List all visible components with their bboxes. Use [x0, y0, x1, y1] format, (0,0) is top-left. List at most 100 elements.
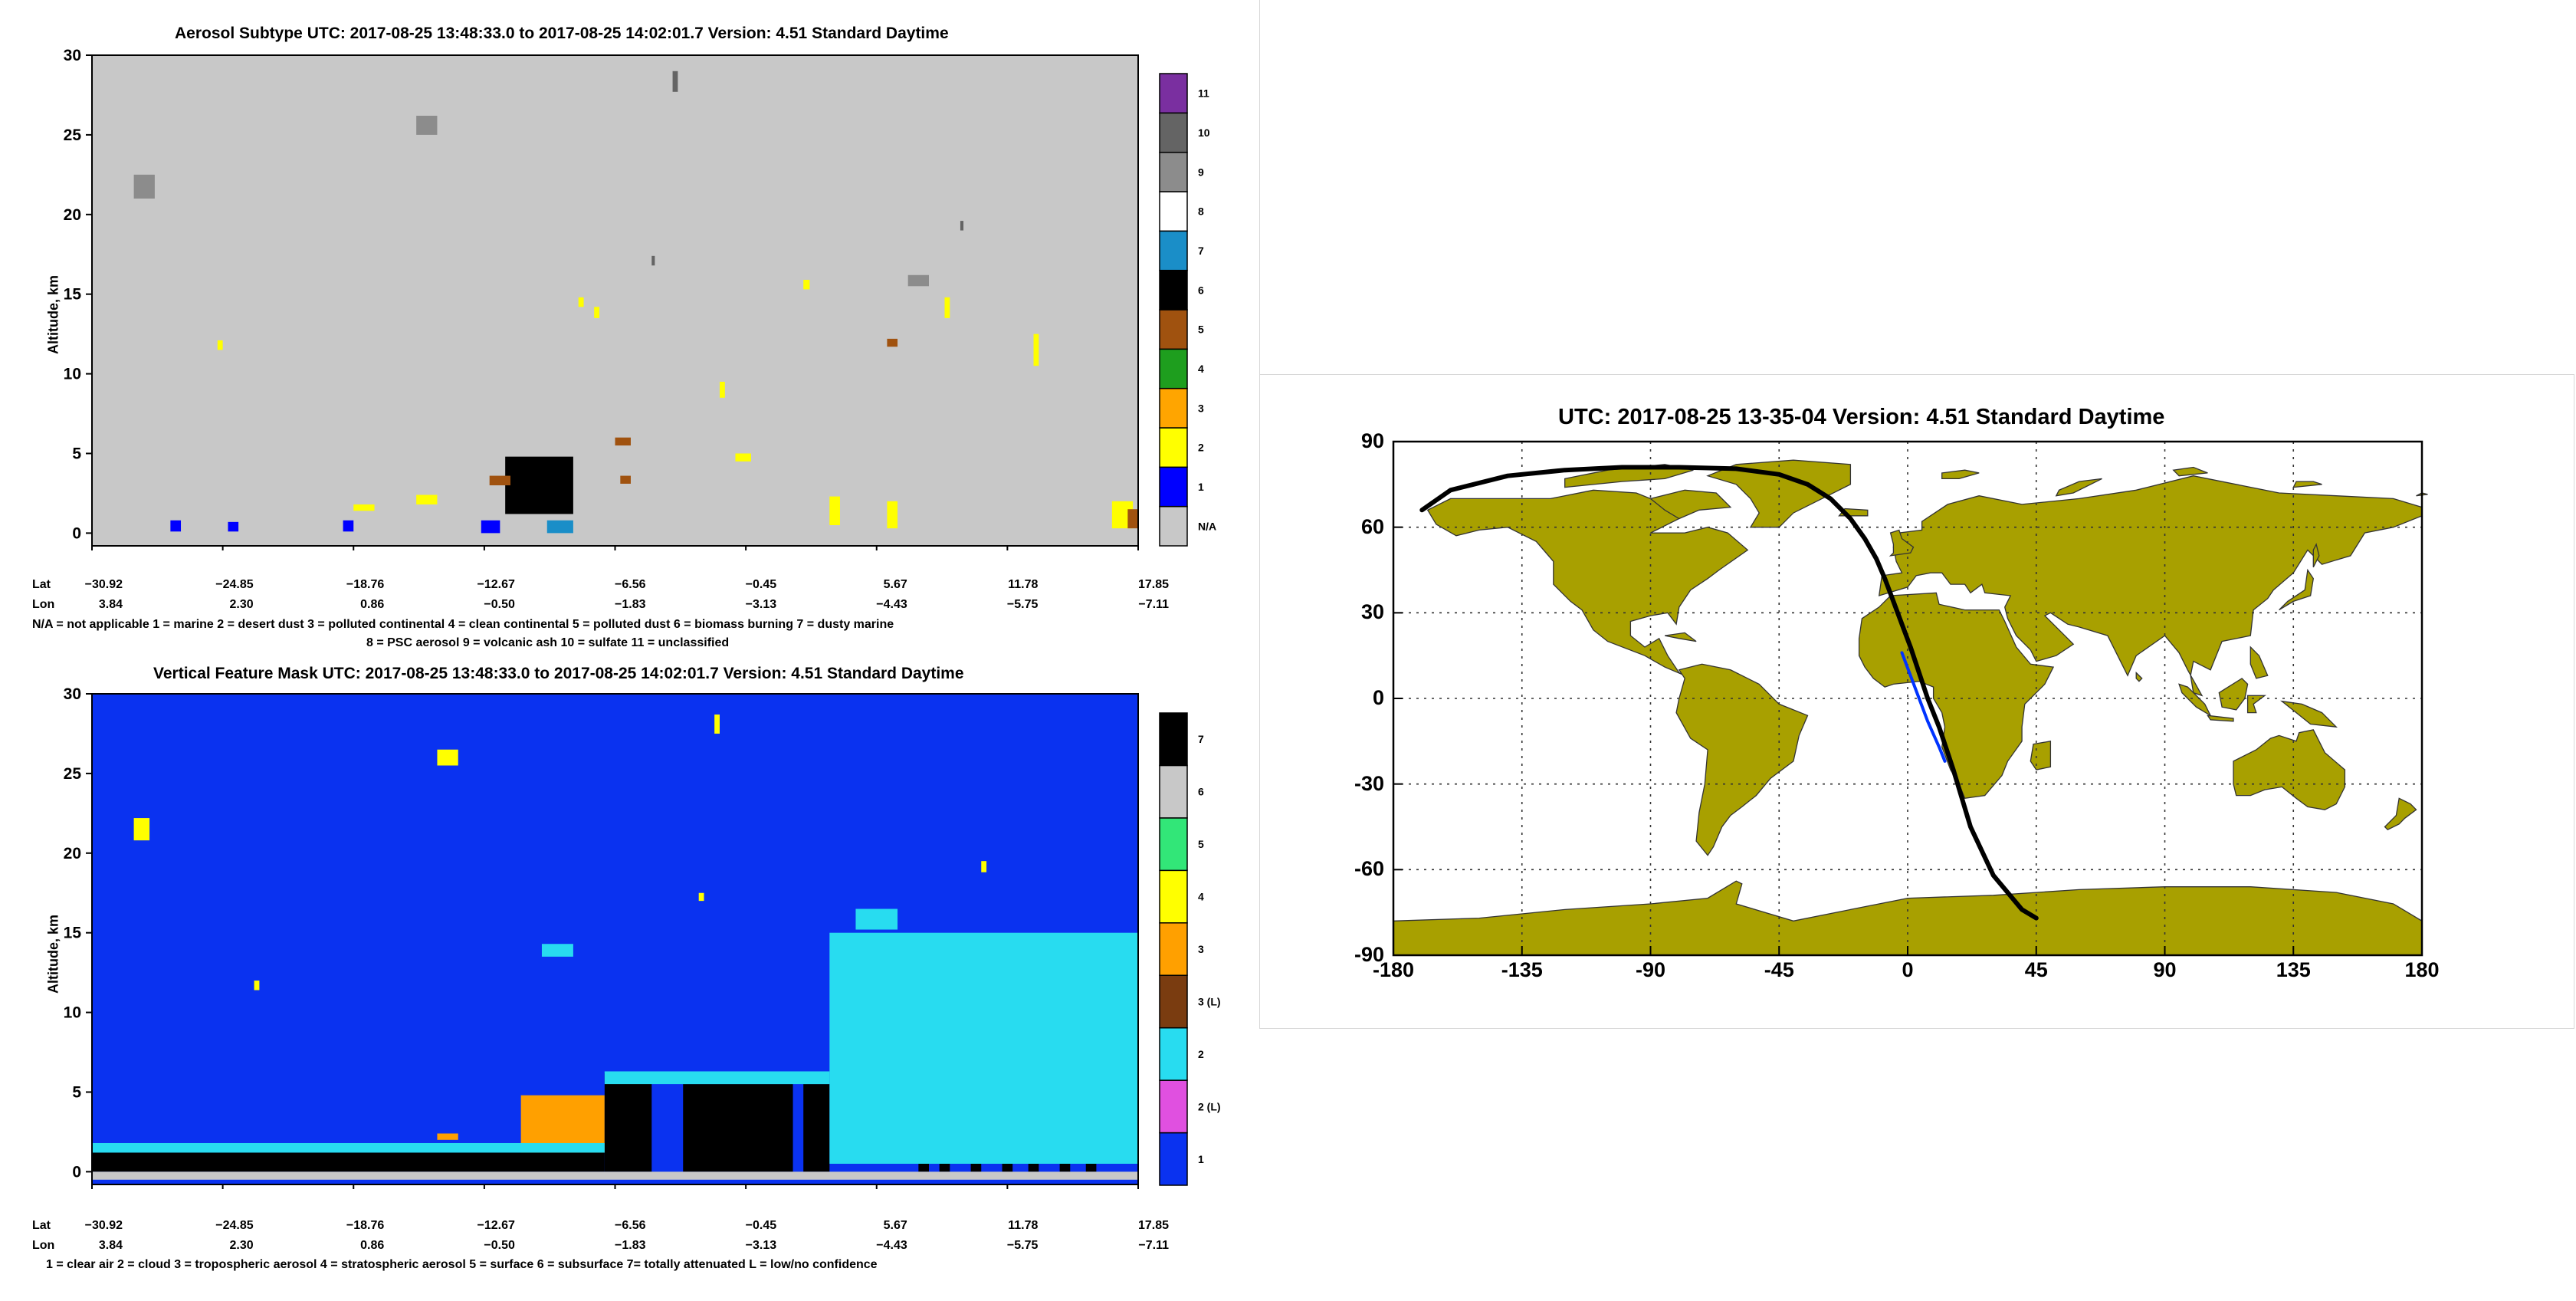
feature-2-5: [541, 944, 573, 957]
feature-2-8: [594, 307, 600, 318]
daytime-segment-line: [1900, 651, 1947, 763]
y-tick-label: 5: [72, 1083, 81, 1101]
feature-5-15: [615, 437, 631, 446]
lat-tick-label: −0.45: [745, 578, 777, 591]
lat-tick-label: −12.67: [477, 578, 515, 591]
vfm-legend-line1: 1 = clear air 2 = cloud 3 = tropospheric…: [46, 1258, 878, 1271]
feature-2-17: [353, 504, 375, 511]
map-x-tick-label: -135: [1501, 958, 1543, 981]
map-x-tick-label: 180: [2404, 958, 2440, 981]
colorbar-label: 3 (L): [1198, 995, 1221, 1007]
map-y-tick-label: 30: [1360, 600, 1384, 624]
lon-tick-label: −4.43: [876, 598, 907, 611]
aerosol-lon-label: Lon: [32, 598, 55, 611]
colorbar-swatch-2: [1159, 427, 1188, 468]
map-y-tick-label: 0: [1372, 686, 1384, 709]
colorbar-label: 6: [1198, 284, 1204, 296]
landmass-japan: [2279, 568, 2314, 611]
y-tick-label: 15: [64, 925, 82, 942]
y-tick-label: 20: [64, 845, 81, 862]
colorbar-label: 8: [1198, 205, 1204, 218]
landmass-south-america: [1675, 663, 1809, 856]
feature-7-21: [92, 1152, 605, 1172]
vfm-lon-label: Lon: [32, 1239, 55, 1252]
feature-2-16: [416, 494, 438, 504]
y-tick-label: 30: [64, 47, 81, 64]
colorbar-swatch-7: [1159, 230, 1188, 271]
plot-background: [92, 55, 1138, 546]
map-x-tick-label: 45: [2024, 958, 2048, 981]
orbit-track-line: [1419, 465, 2039, 921]
lon-tick-label: −1.83: [615, 598, 646, 611]
feature-3-10: [437, 1133, 458, 1140]
lat-tick-label: −6.56: [615, 1219, 646, 1232]
colorbar-swatch-11: [1159, 73, 1188, 114]
colorbar-swatch-6: [1159, 764, 1188, 819]
landmass-sri-lanka: [2135, 671, 2143, 682]
colorbar-label: 5: [1198, 324, 1204, 336]
map-x-tick-label: 90: [2153, 958, 2177, 981]
lon-tick-label: −7.11: [1138, 1239, 1169, 1252]
feature-2-23: [604, 1071, 830, 1085]
feature-4-2: [714, 715, 720, 734]
colorbar-label: 11: [1198, 87, 1209, 100]
feature-2-24: [829, 932, 1138, 1164]
feature-5-19: [489, 475, 510, 486]
feature-9-3: [907, 274, 929, 287]
feature-10-4: [960, 221, 964, 231]
landmass-new-guinea: [2280, 700, 2338, 728]
colorbar-label: 9: [1198, 166, 1204, 178]
feature-4-3: [698, 892, 704, 902]
colorbar-label: 5: [1198, 838, 1204, 850]
colorbar-swatch-4: [1159, 869, 1188, 924]
lon-tick-label: −0.50: [484, 598, 515, 611]
feature-9-1: [416, 115, 438, 135]
colorbar-swatch-7: [1159, 712, 1188, 767]
lon-tick-label: 2.30: [229, 598, 254, 611]
lon-tick-label: 0.86: [360, 598, 385, 611]
lat-tick-label: 11.78: [1008, 1219, 1039, 1232]
feature-1-24: [228, 521, 239, 532]
lat-tick-label: −30.92: [84, 578, 123, 591]
colorbar-label: 6: [1198, 786, 1204, 798]
feature-4-8: [254, 981, 260, 991]
right-map-frame: [1259, 374, 2574, 1029]
lat-tick-label: −6.56: [615, 578, 646, 591]
aerosol-legend-line1: N/A = not applicable 1 = marine 2 = dese…: [32, 618, 894, 631]
lat-tick-label: −24.85: [215, 578, 254, 591]
aerosol-legend-line2: 8 = PSC aerosol 9 = volcanic ash 10 = su…: [366, 636, 730, 649]
colorbar-swatch-1: [1159, 1132, 1188, 1186]
y-tick-label: 0: [72, 524, 81, 542]
feature-2-13: [720, 381, 725, 398]
landmass-sulawesi: [2246, 695, 2266, 714]
lat-tick-label: −12.67: [477, 1219, 515, 1232]
colorbar-swatch-NA: [1159, 505, 1188, 547]
lon-tick-label: −1.83: [615, 1239, 646, 1252]
feature-10-5: [651, 255, 655, 266]
vertical-feature-mask-plot: 0 5 10 15 20 25 30 1 2 (L) 2 3 (L) 3 4 5 6 7: [64, 685, 1221, 1189]
feature-6-18: [505, 456, 573, 514]
lat-tick-label: 17.85: [1137, 1219, 1169, 1232]
colorbar-swatch-9: [1159, 151, 1188, 192]
landmass-madagascar: [2030, 741, 2052, 770]
lon-tick-label: −5.75: [1006, 598, 1039, 611]
colorbar-label: 7: [1198, 245, 1204, 257]
lat-tick-label: −18.76: [346, 578, 385, 591]
map-y-tick-label: -90: [1354, 943, 1384, 966]
y-tick-label: 0: [72, 1163, 81, 1181]
feature-2-9: [803, 279, 810, 290]
colorbar-label: 3: [1198, 402, 1204, 414]
lon-tick-label: −4.43: [876, 1239, 907, 1252]
lon-tick-label: −7.11: [1138, 598, 1169, 611]
map-y-tick-label: -30: [1354, 771, 1384, 795]
y-tick-label: 10: [64, 1004, 81, 1022]
colorbar-swatch-6: [1159, 269, 1188, 310]
feature-7-11: [604, 1073, 652, 1172]
feature-1-22: [481, 520, 500, 534]
y-tick-label: 25: [64, 126, 82, 144]
y-tick-label: 5: [72, 445, 81, 462]
landmass-new-zealand: [2384, 797, 2417, 830]
aerosol-lat-label: Lat: [32, 578, 51, 591]
landmass-severnaya-zemlya: [2172, 466, 2208, 477]
